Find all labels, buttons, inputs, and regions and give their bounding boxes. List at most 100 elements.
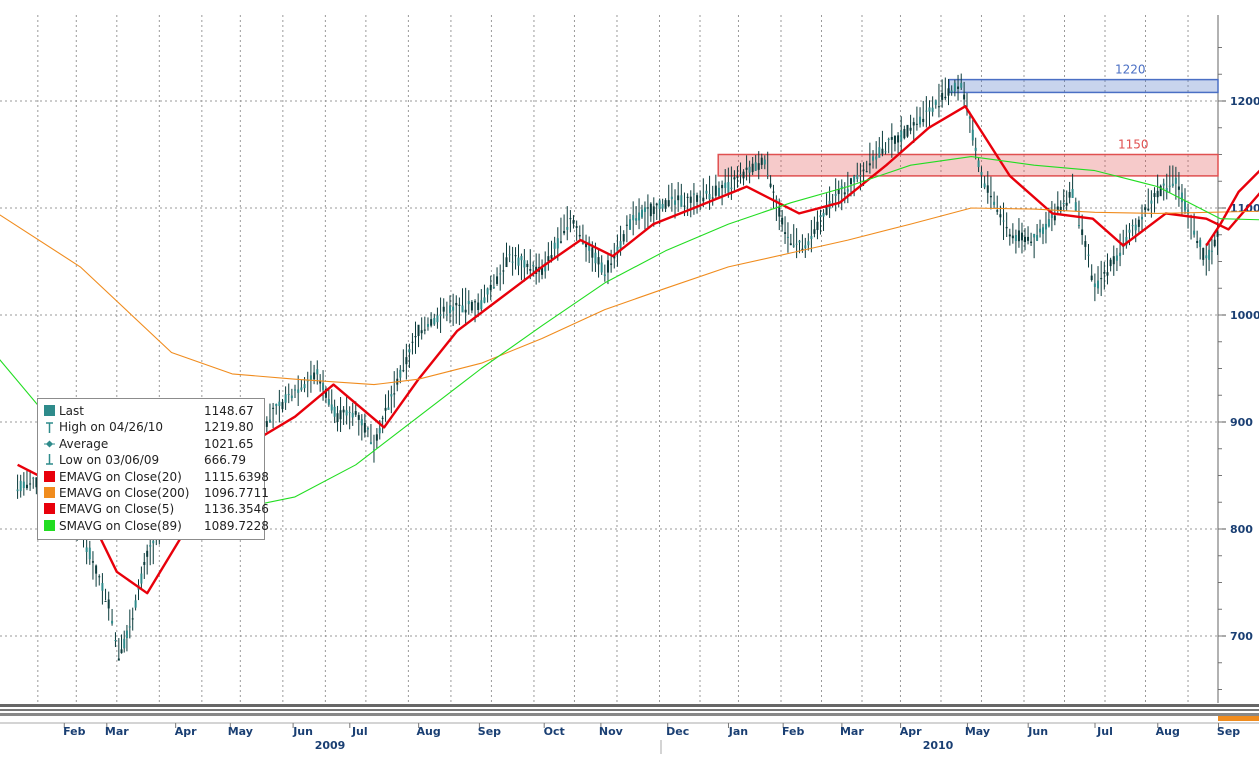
legend-row-ema5: EMAVG on Close(5) 1136.3546 <box>44 501 269 517</box>
price-bar-body <box>632 215 635 221</box>
price-bar-body <box>977 160 980 168</box>
price-bar-body <box>405 357 408 365</box>
price-bar-body <box>375 434 378 441</box>
price-bar-body <box>322 383 325 390</box>
price-bar-body <box>1137 219 1140 227</box>
price-bar-body <box>489 284 492 291</box>
price-bar-body <box>1205 255 1208 259</box>
price-bar-body <box>563 230 566 234</box>
price-bar-body <box>284 394 287 403</box>
price-bar-body <box>629 219 632 230</box>
price-bar-body <box>1177 186 1180 190</box>
resistance-band-1220 <box>948 78 1219 94</box>
price-bar-body <box>433 318 436 325</box>
price-bar-body <box>585 243 588 248</box>
price-bar-body <box>1106 272 1109 276</box>
price-bar-body <box>399 369 402 378</box>
price-bar-body <box>143 561 146 565</box>
price-bar-body <box>846 189 849 192</box>
price-bar-body <box>287 394 290 396</box>
price-bar-body <box>125 630 128 639</box>
price-bar-body <box>1074 202 1077 212</box>
legend-swatch-ema20 <box>44 470 55 482</box>
low-marker-icon <box>44 454 55 465</box>
price-bar-body <box>616 246 619 254</box>
price-bar-body <box>1068 191 1071 198</box>
price-bar-body <box>884 151 887 153</box>
price-bar-body <box>649 203 652 217</box>
price-bar-body <box>674 200 677 205</box>
price-bar-body <box>25 484 28 489</box>
price-bar-body <box>769 183 772 187</box>
x-tick-label: Feb <box>63 725 86 738</box>
price-bar-body <box>941 92 944 100</box>
price-bar-body <box>278 401 281 407</box>
price-bar-body <box>865 171 868 173</box>
price-bar-body <box>667 200 670 207</box>
price-bar-body <box>733 177 736 180</box>
price-bar-body <box>1144 207 1147 210</box>
price-bar-body <box>32 477 35 479</box>
price-bar-body <box>591 247 594 258</box>
price-bar-body <box>581 241 584 245</box>
price-bar-body <box>890 137 893 140</box>
legend-label-low: Low on 03/06/09 <box>59 453 160 468</box>
chart-legend: Last 1148.67 High on 04/26/10 1219.80 Av… <box>37 398 269 540</box>
price-bar-body <box>342 409 345 413</box>
price-bar-body <box>523 260 526 268</box>
high-glyph <box>46 422 53 434</box>
price-bar-body <box>840 185 843 189</box>
price-bar-body <box>922 118 925 123</box>
price-bar-body <box>757 163 760 170</box>
price-bar-body <box>664 200 667 209</box>
price-bar-body <box>763 159 766 165</box>
price-bar-body <box>971 129 974 141</box>
price-bar-body <box>1036 235 1039 241</box>
price-bar-body <box>550 255 553 259</box>
x-tick-label: Sep <box>1217 725 1240 738</box>
price-bar-body <box>445 314 448 316</box>
price-bar-body <box>816 221 819 230</box>
price-bar-body <box>781 217 784 225</box>
price-bar-body <box>1090 275 1093 281</box>
price-bar-body <box>268 419 271 423</box>
y-tick-label: 1100 <box>1230 202 1259 215</box>
price-bar-body <box>588 241 591 251</box>
price-bar-body <box>408 349 411 353</box>
price-bar-body <box>436 315 439 323</box>
price-bar-body <box>470 301 473 311</box>
axis-separator-top <box>0 704 1259 707</box>
price-bar-body <box>290 395 293 399</box>
price-bar-body <box>594 252 597 264</box>
price-bar-body <box>104 600 107 602</box>
x-tick-label: Apr <box>900 725 922 738</box>
price-bar-body <box>778 207 781 217</box>
price-bar-body <box>306 380 309 382</box>
price-bar-body <box>1171 183 1174 186</box>
price-bar-body <box>1159 185 1162 197</box>
price-bar-body <box>625 224 628 226</box>
price-bar-body <box>804 245 807 249</box>
price-bar-body <box>303 384 306 389</box>
x-tick-label: Jun <box>292 725 313 738</box>
price-bar-body <box>837 189 840 195</box>
price-bar-body <box>566 226 569 230</box>
price-bar-body <box>887 138 890 140</box>
price-bar-body <box>881 148 884 154</box>
legend-label-sma89: SMAVG on Close(89) <box>59 518 182 533</box>
x-year-label: 2009 <box>315 739 346 752</box>
price-bar-body <box>789 243 792 246</box>
legend-swatch-sma89 <box>44 519 55 531</box>
legend-value-ema200: 1096.7711 <box>204 485 269 500</box>
price-bar-body <box>414 336 417 338</box>
axis-separator-mid <box>0 709 1259 711</box>
legend-row-ema200: EMAVG on Close(200) 1096.7711 <box>44 485 269 501</box>
price-bar-body <box>680 195 683 207</box>
price-bar-body <box>294 389 296 391</box>
price-bar-body <box>384 407 387 411</box>
price-bar-body <box>1087 254 1090 256</box>
price-bar-body <box>1199 239 1202 247</box>
price-bar-body <box>980 171 983 176</box>
price-bar-body <box>717 187 720 197</box>
